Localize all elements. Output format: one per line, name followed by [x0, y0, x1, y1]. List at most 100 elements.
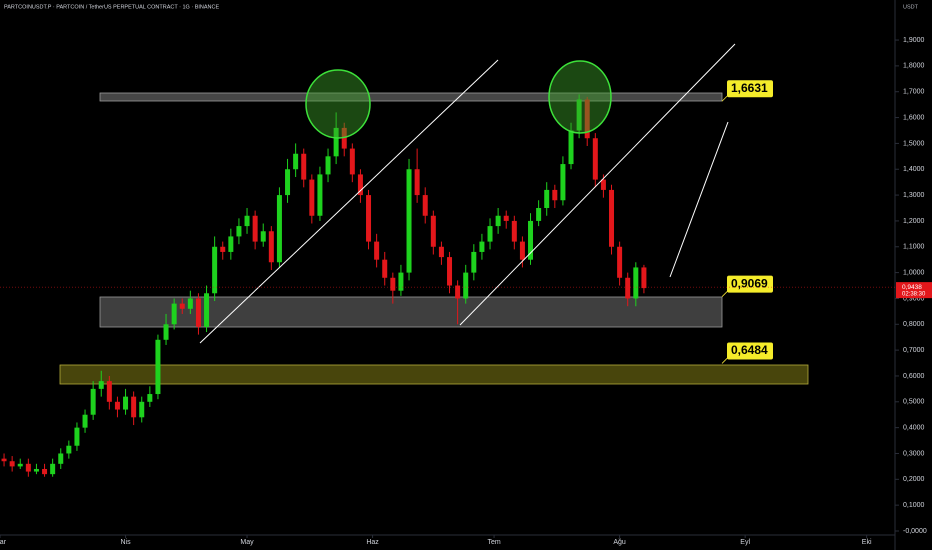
- y-tick-label: 0,8000: [903, 321, 925, 328]
- candle-body: [131, 396, 137, 418]
- y-tick-label: 1,5000: [903, 140, 925, 147]
- candle-body: [609, 189, 615, 247]
- candle-body: [260, 231, 266, 242]
- candle-body: [447, 257, 453, 286]
- candle-body: [390, 277, 396, 291]
- candle-body: [106, 381, 112, 402]
- candle-body: [422, 195, 428, 216]
- candle-body: [42, 468, 48, 475]
- candle-body: [366, 195, 372, 242]
- candle-body: [98, 381, 104, 389]
- candle-body: [147, 394, 153, 402]
- candle-body: [600, 179, 606, 190]
- candle-body: [398, 272, 404, 291]
- candle-body: [414, 169, 420, 196]
- candle-body: [25, 463, 31, 472]
- candle-body: [204, 293, 210, 327]
- candle-body: [1, 458, 7, 462]
- candle-body: [495, 215, 501, 227]
- candle-body: [349, 148, 355, 175]
- candle-body: [374, 241, 380, 260]
- candle-body: [479, 241, 485, 252]
- candle-body: [333, 127, 339, 157]
- candle-body: [276, 195, 282, 263]
- candle-body: [179, 303, 185, 309]
- level-label: 0,6484: [731, 343, 768, 357]
- y-tick-label: 1,2000: [903, 218, 925, 225]
- y-tick-label: 0,3000: [903, 450, 925, 457]
- candle-body: [123, 396, 129, 410]
- candle-body: [155, 339, 161, 395]
- candle-body: [195, 298, 201, 327]
- y-tick-label: -0,0000: [903, 528, 927, 535]
- x-tick-label: May: [240, 539, 254, 546]
- trend-line: [459, 43, 736, 326]
- y-tick-label: 1,0000: [903, 269, 925, 276]
- candle-body: [9, 461, 15, 467]
- last-price-label: 0,9438: [902, 284, 922, 291]
- x-tick-label: Mar: [0, 539, 7, 546]
- candle-body: [625, 277, 631, 299]
- candle-body: [617, 246, 623, 278]
- level-label-box: [727, 80, 773, 98]
- candle-body: [50, 463, 56, 475]
- y-tick-label: 1,9000: [903, 37, 925, 44]
- candle-body: [114, 401, 120, 410]
- candle-body: [568, 130, 574, 165]
- candle-body: [236, 226, 242, 237]
- y-tick-label: 1,6000: [903, 114, 925, 121]
- candle-body: [633, 267, 639, 299]
- y-tick-label: 0,1000: [903, 502, 925, 509]
- candle-body: [357, 174, 363, 196]
- candle-body: [325, 156, 331, 175]
- candle-body: [576, 99, 582, 131]
- countdown: 02:38:30: [902, 292, 926, 298]
- x-tick-label: Eki: [862, 539, 872, 546]
- y-tick-label: 0,7000: [903, 347, 925, 354]
- candle-body: [455, 285, 461, 299]
- candle-body: [544, 189, 550, 209]
- candle-body: [511, 220, 517, 242]
- level-label: 0,9069: [731, 276, 768, 290]
- candle-body: [382, 259, 388, 278]
- trend-line: [199, 59, 499, 344]
- candle-body: [536, 208, 542, 221]
- candle-body: [341, 127, 347, 149]
- candle-body: [471, 251, 477, 273]
- candle-body: [139, 401, 145, 418]
- candle-body: [309, 179, 315, 216]
- grid: [0, 39, 899, 538]
- x-tick-label: Tem: [487, 539, 500, 546]
- candle-body: [438, 246, 444, 258]
- candle-body: [268, 231, 274, 263]
- candle-body: [592, 138, 598, 180]
- candle-body: [58, 453, 64, 464]
- candle-body: [430, 215, 436, 247]
- x-tick-label: Nis: [120, 539, 131, 546]
- y-tick-label: 0,4000: [903, 424, 925, 431]
- candle-body: [228, 236, 234, 252]
- candle-body: [187, 298, 193, 309]
- candle-body: [17, 463, 23, 467]
- x-tick-label: Eyl: [740, 539, 750, 546]
- candles: [1, 94, 647, 477]
- chart-title: PARTCOINUSDT.P · PARTCOIN / TetherUS PER…: [4, 4, 219, 10]
- candle-body: [33, 468, 39, 472]
- top-circle: [305, 69, 371, 139]
- y-tick-label: 1,1000: [903, 244, 925, 251]
- candle-body: [528, 220, 534, 260]
- candle-body: [487, 226, 493, 242]
- candle-body: [163, 324, 169, 340]
- candle-body: [584, 99, 590, 139]
- last-price-box: [896, 282, 932, 299]
- labels: -0,0000 0,1000 0,2000 0,3000 0,4000 0,5000 0,6…: [0, 37, 932, 546]
- candle-body: [552, 189, 558, 201]
- currency: USDT: [903, 4, 919, 10]
- y-tick-label: 1,3000: [903, 192, 925, 199]
- candle-body: [293, 153, 299, 170]
- support-zone: [99, 296, 723, 328]
- candle-body: [82, 414, 88, 428]
- candle-body: [317, 174, 323, 216]
- candle-body: [519, 241, 525, 260]
